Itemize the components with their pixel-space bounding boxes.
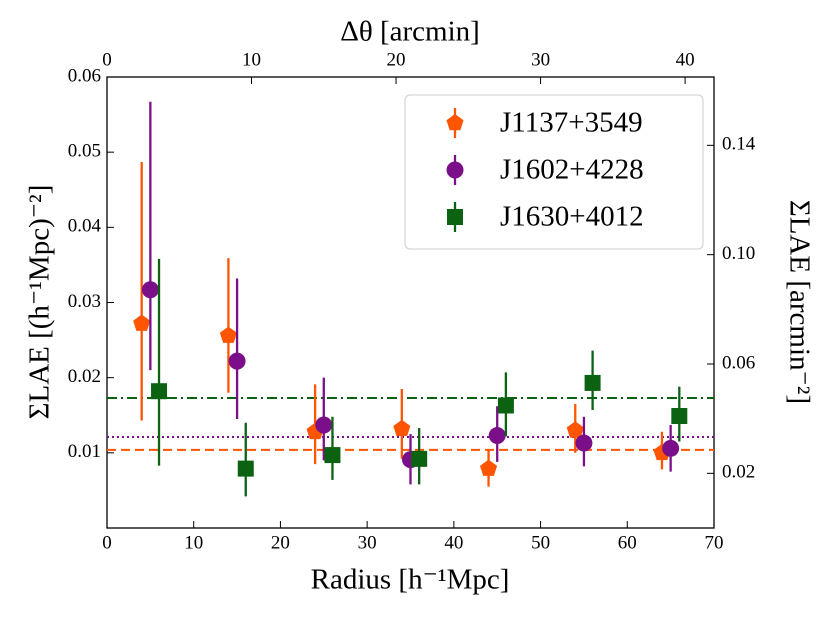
legend-marker — [447, 209, 463, 225]
top-axis-label: Δθ [arcmin] — [340, 16, 480, 48]
marker — [315, 416, 333, 434]
top-tick-label: 30 — [531, 49, 550, 70]
y-tick-label: 0.04 — [68, 216, 102, 237]
legend-label: J1137+3549 — [500, 107, 643, 139]
marker — [393, 419, 411, 437]
x-tick-label: 20 — [271, 532, 290, 553]
marker — [237, 460, 254, 477]
top-tick-label: 20 — [387, 49, 406, 70]
y-tick-label: 0.06 — [68, 65, 101, 86]
legend-marker — [446, 161, 464, 179]
marker — [575, 434, 593, 452]
marker — [228, 352, 246, 370]
marker — [411, 450, 428, 467]
marker — [662, 439, 680, 457]
marker — [141, 281, 159, 299]
top-tick-label: 0 — [102, 49, 112, 70]
marker — [671, 408, 688, 425]
marker — [488, 427, 506, 445]
right-tick-label: 0.10 — [722, 243, 755, 264]
legend-label: J1630+4012 — [500, 201, 644, 233]
top-tick-label: 40 — [676, 49, 695, 70]
x-tick-label: 40 — [444, 532, 463, 553]
x-tick-label: 60 — [618, 532, 637, 553]
marker — [479, 459, 498, 476]
marker — [324, 447, 341, 464]
marker — [566, 421, 584, 438]
y-tick-label: 0.05 — [68, 141, 101, 162]
y-axis-label: ΣLAE [(h⁻¹Mpc)⁻²] — [24, 185, 56, 420]
top-tick-label: 10 — [242, 49, 261, 70]
y-tick-label: 0.01 — [68, 441, 101, 462]
right-tick-label: 0.06 — [722, 352, 755, 373]
legend-box — [404, 94, 704, 250]
x-tick-label: 30 — [358, 532, 377, 553]
y-tick-label: 0.02 — [68, 366, 101, 387]
legend-label: J1602+4228 — [500, 154, 644, 186]
marker — [497, 397, 514, 414]
x-tick-label: 70 — [705, 532, 724, 553]
right-tick-label: 0.14 — [722, 134, 756, 155]
marker — [151, 383, 168, 400]
x-tick-label: 0 — [102, 532, 112, 553]
marker — [133, 314, 151, 331]
marker — [219, 326, 237, 343]
x-axis-label: Radius [h⁻¹Mpc] — [311, 564, 510, 596]
right-tick-label: 0.02 — [722, 462, 755, 483]
x-tick-label: 50 — [531, 532, 550, 553]
y-tick-label: 0.03 — [68, 291, 101, 312]
x-tick-label: 10 — [184, 532, 203, 553]
marker — [584, 374, 601, 391]
right-axis-label: ΣLAE [arcmin⁻²] — [783, 200, 815, 404]
legend-marker — [446, 114, 464, 131]
